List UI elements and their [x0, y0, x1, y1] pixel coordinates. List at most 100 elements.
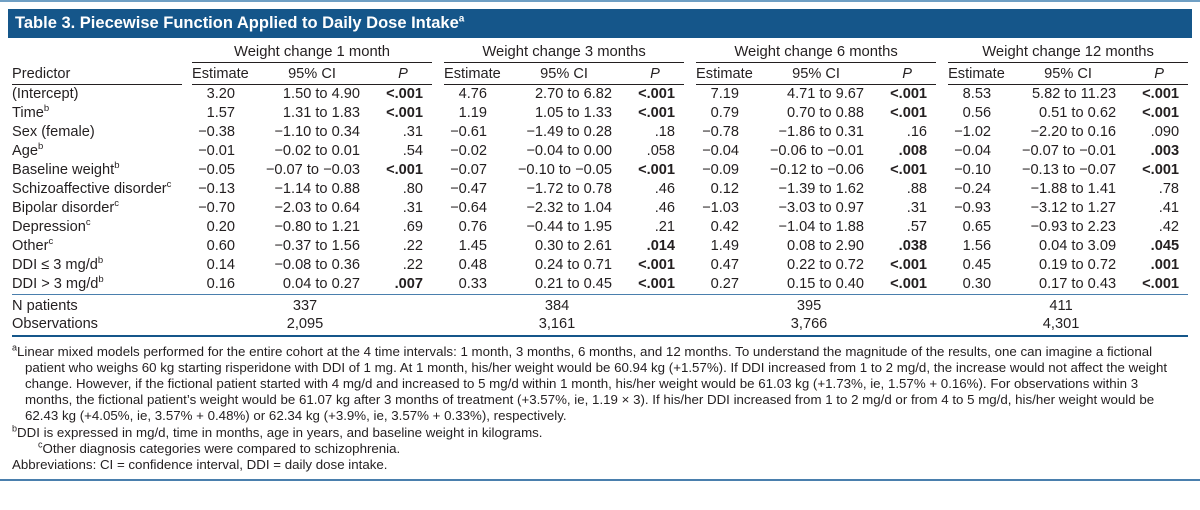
table-row: (Intercept) 3.20 1.50 to 4.90 <.001 4.76 2.70… — [12, 84, 1188, 104]
p-column-header: P — [382, 63, 433, 85]
estimate-cell: 0.14 — [206, 256, 235, 273]
p-value-cell: <.001 — [1142, 104, 1180, 121]
p-value-cell: <.001 — [1142, 275, 1180, 292]
p-value-cell: .014 — [646, 237, 676, 254]
estimate-cell: −1.03 — [702, 199, 740, 216]
table-row: Sex (female) −0.38 −1.10 to 0.34 .31 −0.61 −1… — [12, 123, 1188, 142]
predictor-cell: Baseline weightb — [12, 159, 120, 178]
estimate-cell: 0.20 — [206, 218, 235, 235]
estimate-cell: −0.78 — [702, 123, 740, 140]
group-header-row: Weight change 1 month Weight change 3 mo… — [12, 43, 1189, 63]
table-title: Table 3. Piecewise Function Applied to D… — [15, 14, 459, 32]
p-value-cell: .22 — [402, 256, 424, 273]
ci-cell: 1.50 to 4.90 — [282, 85, 360, 102]
footnote-a: aLinear mixed models performed for the e… — [12, 342, 1188, 425]
estimate-cell: −0.04 — [954, 142, 992, 159]
estimate-cell: −0.38 — [198, 123, 235, 140]
n-patients-value: 395 — [696, 293, 937, 315]
estimate-cell: 0.33 — [458, 275, 488, 292]
p-value-cell: <.001 — [890, 104, 928, 121]
table-body: (Intercept) 3.20 1.50 to 4.90 <.001 4.76 2.70… — [12, 84, 1188, 294]
table-row: Bipolar disorderc −0.70 −2.03 to 0.64 .31 −0… — [12, 197, 1188, 218]
ci-cell: 0.04 to 0.27 — [282, 275, 360, 292]
ci-cell: 1.05 to 1.33 — [534, 104, 613, 121]
footnote-mark: c — [114, 197, 119, 209]
table-row: Otherc 0.60 −0.37 to 1.56 .22 1.45 0.30 to 2.… — [12, 235, 1188, 256]
table-title-bar: Table 3. Piecewise Function Applied to D… — [8, 9, 1192, 38]
ci-cell: 5.82 to 11.23 — [1031, 85, 1117, 102]
ci-cell: 0.21 to 0.45 — [534, 275, 613, 292]
ci-cell: −0.44 to 1.95 — [526, 218, 613, 235]
p-value-cell: <.001 — [890, 85, 928, 102]
column-header-row: Predictor Estimate 95% CI P Estimate 95%… — [12, 63, 1189, 85]
p-value-cell: <.001 — [638, 256, 676, 273]
observations-value: 2,095 — [192, 314, 433, 337]
estimate-cell: 1.49 — [710, 237, 740, 254]
table-row: DDI > 3 mg/db 0.16 0.04 to 0.27 .007 0.33 0.2… — [12, 274, 1188, 295]
estimate-column-header: Estimate — [444, 63, 501, 85]
p-value-cell: <.001 — [890, 161, 928, 178]
p-value-cell: .57 — [906, 218, 928, 235]
ci-cell: −0.13 to −0.07 — [1021, 161, 1117, 178]
ci-cell: −2.32 to 1.04 — [526, 199, 613, 216]
estimate-cell: 0.47 — [710, 256, 740, 273]
estimate-cell: 1.45 — [458, 237, 488, 254]
p-value-cell: .045 — [1150, 237, 1180, 254]
observations-value: 4,301 — [948, 314, 1189, 337]
predictor-cell: Otherc — [12, 235, 54, 254]
footnote-mark: c — [48, 235, 54, 247]
ci-cell: −1.72 to 0.78 — [526, 180, 613, 197]
estimate-cell: 1.57 — [206, 104, 235, 121]
p-value-cell: .21 — [654, 218, 676, 235]
n-patients-value: 411 — [948, 293, 1189, 315]
group-header-6-months: Weight change 6 months — [696, 43, 937, 63]
table-row: Ageb −0.01 −0.02 to 0.01 .54 −0.02 −0.04 to 0… — [12, 140, 1188, 161]
predictor-cell: Bipolar disorderc — [12, 197, 119, 216]
summary-label: N patients — [12, 293, 182, 315]
estimate-cell: −1.02 — [954, 123, 992, 140]
abbreviations-note: Abbreviations: CI = confidence interval,… — [12, 456, 388, 472]
predictor-cell: Ageb — [12, 140, 44, 159]
ci-cell: −0.06 to −0.01 — [769, 142, 865, 159]
footnote-a-mark: a — [12, 342, 18, 353]
footnotes: aLinear mixed models performed for the e… — [12, 342, 1188, 474]
ci-cell: 0.17 to 0.43 — [1038, 275, 1117, 292]
ci-cell: 0.15 to 0.40 — [786, 275, 865, 292]
estimate-cell: 0.45 — [962, 256, 992, 273]
estimate-cell: −0.10 — [954, 161, 992, 178]
estimate-column-header: Estimate — [192, 63, 249, 85]
estimate-cell: −0.70 — [198, 199, 235, 216]
observations-row: Observations 2,095 3,161 3,766 4,301 — [12, 314, 1189, 337]
p-value-cell: .69 — [402, 218, 424, 235]
ci-cell: −0.37 to 1.56 — [274, 237, 360, 254]
estimate-cell: 0.65 — [962, 218, 992, 235]
ci-cell: −2.03 to 0.64 — [274, 199, 360, 216]
footnote-c: cOther diagnosis categories were compare… — [12, 440, 1188, 457]
predictor-cell: DDI ≤ 3 mg/db — [12, 254, 104, 273]
statistics-table: Weight change 1 month Weight change 3 mo… — [12, 43, 1189, 337]
n-patients-value: 337 — [192, 293, 433, 315]
ci-column-header: 95% CI — [500, 63, 635, 85]
empty-header-cell — [12, 43, 182, 63]
p-value-cell: .001 — [1150, 256, 1180, 273]
p-value-cell: <.001 — [386, 161, 424, 178]
p-value-cell: .090 — [1150, 123, 1180, 140]
footnote-b: bDDI is expressed in mg/d, time in month… — [12, 423, 1188, 441]
estimate-cell: −0.04 — [702, 142, 740, 159]
estimate-cell: 1.19 — [458, 104, 488, 121]
p-value-cell: .80 — [402, 180, 424, 197]
ci-cell: −0.07 to −0.01 — [1021, 142, 1117, 159]
ci-cell: 4.71 to 9.67 — [786, 85, 865, 102]
p-value-cell: <.001 — [638, 161, 676, 178]
footnote-a-text: Linear mixed models performed for the en… — [17, 343, 1168, 424]
footnote-b-mark: b — [12, 423, 18, 434]
estimate-cell: 0.16 — [206, 275, 235, 292]
ci-cell: 0.08 to 2.90 — [786, 237, 865, 254]
p-value-cell: .31 — [402, 199, 424, 216]
estimate-cell: 0.48 — [458, 256, 488, 273]
predictor-cell: Timeb — [12, 102, 50, 121]
footnote-c-text: Other diagnosis categories were compared… — [42, 440, 401, 456]
ci-cell: 0.30 to 2.61 — [534, 237, 613, 254]
predictor-cell: (Intercept) — [12, 85, 79, 102]
ci-cell: −1.86 to 0.31 — [778, 123, 865, 140]
